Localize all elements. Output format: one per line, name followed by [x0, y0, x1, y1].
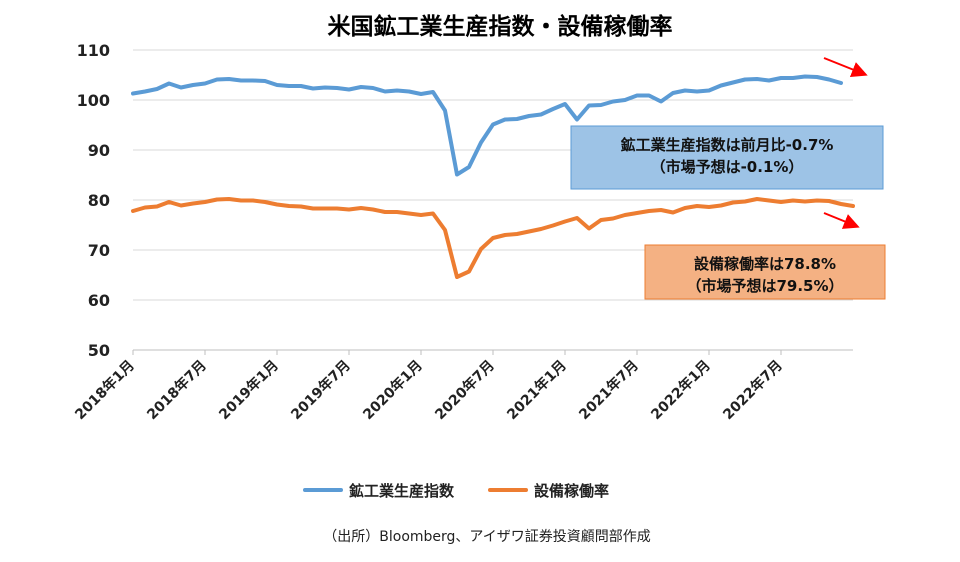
x-tick-label: 2018年7月	[144, 357, 210, 423]
y-tick-label: 50	[88, 341, 110, 360]
y-axis: 50 60 70 80 90 100 110	[77, 41, 110, 360]
x-tick-label: 2022年1月	[648, 357, 714, 423]
annotation-text: （市場予想は79.5%）	[686, 277, 843, 295]
y-tick-label: 80	[88, 191, 110, 210]
x-tick-label: 2019年1月	[216, 357, 282, 423]
x-tick-label: 2022年7月	[720, 357, 786, 423]
series-line-2	[131, 197, 855, 279]
annotations: 鉱工業生産指数は前月比-0.7% （市場予想は-0.1%） 設備稼働率は78.8% （…	[570, 125, 886, 300]
y-tick-label: 60	[88, 291, 110, 310]
trend-arrow-down	[823, 57, 868, 77]
annotation-text: 設備稼働率は78.8%	[694, 255, 836, 273]
x-tick-label: 2018年1月	[72, 357, 138, 423]
legend-label: 鉱工業生産指数	[349, 482, 455, 500]
series-lines	[131, 74, 855, 279]
x-tick-label: 2019年7月	[288, 357, 354, 423]
x-tick-label: 2021年1月	[504, 357, 570, 423]
legend: 鉱工業生産指数 設備稼働率	[303, 482, 609, 500]
series-line-1	[131, 74, 843, 177]
annotation-text: （市場予想は-0.1%）	[651, 158, 804, 176]
y-tick-label: 70	[88, 241, 110, 260]
chart-title: 米国鉱工業生産指数・設備稼働率	[328, 13, 673, 40]
x-tick-label: 2021年7月	[576, 357, 642, 423]
x-axis: 2018年1月 2018年7月 2019年1月 2019年7月 2020年1月 2020年…	[72, 349, 853, 423]
source-note: （出所）Bloomberg、アイザワ証券投資顧問部作成	[323, 529, 650, 545]
legend-label: 設備稼働率	[534, 482, 609, 500]
annotation-box-2	[644, 244, 886, 300]
y-tick-label: 100	[77, 91, 110, 110]
y-tick-label: 90	[88, 141, 110, 160]
y-tick-label: 110	[77, 41, 110, 60]
trend-arrow-down	[823, 212, 860, 229]
annotation-text: 鉱工業生産指数は前月比-0.7%	[621, 136, 834, 154]
x-tick-label: 2020年1月	[360, 357, 426, 423]
x-tick-label: 2020年7月	[432, 357, 498, 423]
trend-arrows	[823, 57, 868, 229]
annotation-box-1	[570, 125, 884, 190]
